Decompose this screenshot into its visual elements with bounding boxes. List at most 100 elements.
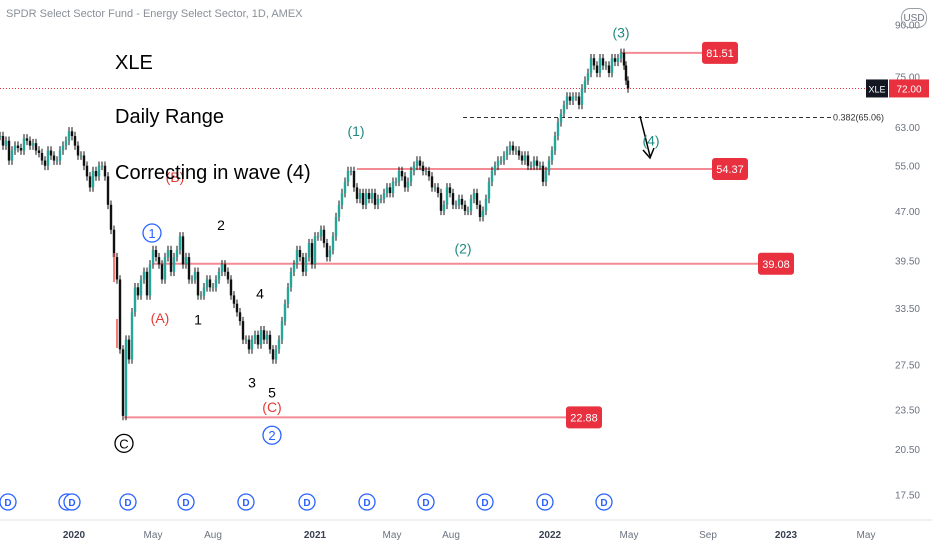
candle-body (499, 160, 503, 162)
wave-circle-label: 2 (268, 428, 275, 443)
wave-label[interactable]: (C) (262, 399, 281, 415)
candle-body (241, 321, 245, 340)
candle-body (430, 176, 434, 188)
candle-body (346, 170, 350, 182)
candle-body (502, 155, 506, 161)
x-tick-label: 2021 (304, 530, 327, 541)
candle-body (55, 160, 59, 162)
wave-circle-label: C (119, 436, 128, 451)
candle-body (514, 150, 518, 152)
symbol-badge[interactable] (866, 79, 888, 98)
level-badge[interactable] (758, 252, 794, 275)
dividend-marker[interactable] (298, 493, 316, 511)
candle-body (259, 330, 263, 345)
candle-body (532, 160, 536, 166)
candle-body (328, 250, 332, 258)
candle-body (223, 264, 227, 272)
wave-label[interactable]: 5 (268, 385, 276, 401)
level-badge-label: 39.08 (762, 259, 790, 271)
candle-body (541, 165, 545, 182)
candle-body (268, 334, 272, 350)
dividend-marker[interactable] (177, 493, 195, 511)
currency-badge[interactable]: USD (901, 8, 927, 28)
x-tick-label: May (144, 530, 163, 541)
candle-body (112, 229, 116, 258)
candle-body (436, 187, 440, 194)
wave-circle[interactable] (262, 425, 282, 445)
level-badge[interactable] (712, 158, 748, 181)
candle-body (577, 96, 581, 105)
x-tick-label: Sep (699, 530, 717, 541)
price-series (0, 48, 630, 421)
candle-body (118, 279, 122, 350)
candle-body (322, 229, 326, 244)
level-badge[interactable] (566, 406, 602, 429)
candle-body (394, 181, 398, 183)
candle-body (511, 145, 515, 151)
y-tick-label: 39.50 (895, 257, 920, 268)
x-tick-label: May (620, 530, 639, 541)
candle-body (547, 160, 551, 171)
last-price-badge[interactable] (889, 79, 929, 98)
dividend-marker[interactable] (536, 493, 554, 511)
candle-body (262, 330, 266, 340)
level-badge[interactable] (702, 41, 738, 64)
dividend-marker[interactable] (417, 493, 435, 511)
candle-body (139, 279, 143, 296)
candle-body (400, 170, 404, 177)
candle-body (208, 279, 212, 288)
dividend-marker[interactable] (237, 493, 255, 511)
candle-body (624, 65, 628, 81)
dividend-marker[interactable] (358, 493, 376, 511)
candle-body (16, 145, 20, 149)
wave-label[interactable]: 2 (217, 217, 225, 233)
wave-label[interactable]: 3 (248, 374, 256, 390)
wave-label[interactable]: (3) (612, 24, 629, 40)
candle-body (607, 65, 611, 73)
candle-body (373, 193, 377, 205)
dividend-marker[interactable] (595, 493, 613, 511)
candle-body (115, 257, 119, 280)
candle-body (220, 264, 224, 272)
candle-body (559, 113, 563, 123)
wave-label[interactable]: (2) (454, 241, 471, 257)
last-price-label: 72.00 (896, 84, 921, 95)
candle-body (271, 349, 275, 360)
candle-body (19, 148, 23, 151)
candle-body (340, 193, 344, 205)
candle-body (355, 187, 359, 199)
candle-body (574, 96, 578, 98)
candle-body (517, 150, 521, 156)
candle-body (190, 279, 194, 281)
candle-body (85, 165, 89, 177)
dividend-marker[interactable] (63, 493, 81, 511)
dividend-marker[interactable] (476, 493, 494, 511)
wave-circle[interactable] (114, 433, 134, 453)
wave-label[interactable]: 4 (256, 286, 264, 302)
candle-body (175, 250, 179, 258)
candle-body (583, 80, 587, 89)
arrow-line (639, 115, 651, 157)
wave-circle[interactable] (142, 223, 162, 243)
candle-body (160, 264, 164, 280)
candle-body (103, 165, 107, 177)
candle-body (598, 58, 602, 73)
level-badge-label: 54.37 (716, 164, 744, 176)
wave-label[interactable]: (A) (151, 310, 170, 326)
candle-body (310, 243, 314, 265)
wave-label[interactable]: (1) (347, 123, 364, 139)
dividend-marker[interactable] (119, 493, 137, 511)
wave-label[interactable]: 1 (194, 312, 202, 328)
candle-body (472, 193, 476, 199)
candle-body (571, 96, 575, 101)
candle-body (526, 155, 530, 166)
wave-label[interactable]: (4) (642, 133, 659, 149)
candle-body (469, 198, 473, 211)
dividend-marker[interactable] (0, 493, 17, 511)
candle-body (595, 65, 599, 73)
candle-body (475, 193, 479, 205)
wave-label[interactable]: (B) (166, 169, 185, 185)
y-tick-label: 55.00 (895, 162, 920, 173)
candle-body (40, 152, 44, 161)
